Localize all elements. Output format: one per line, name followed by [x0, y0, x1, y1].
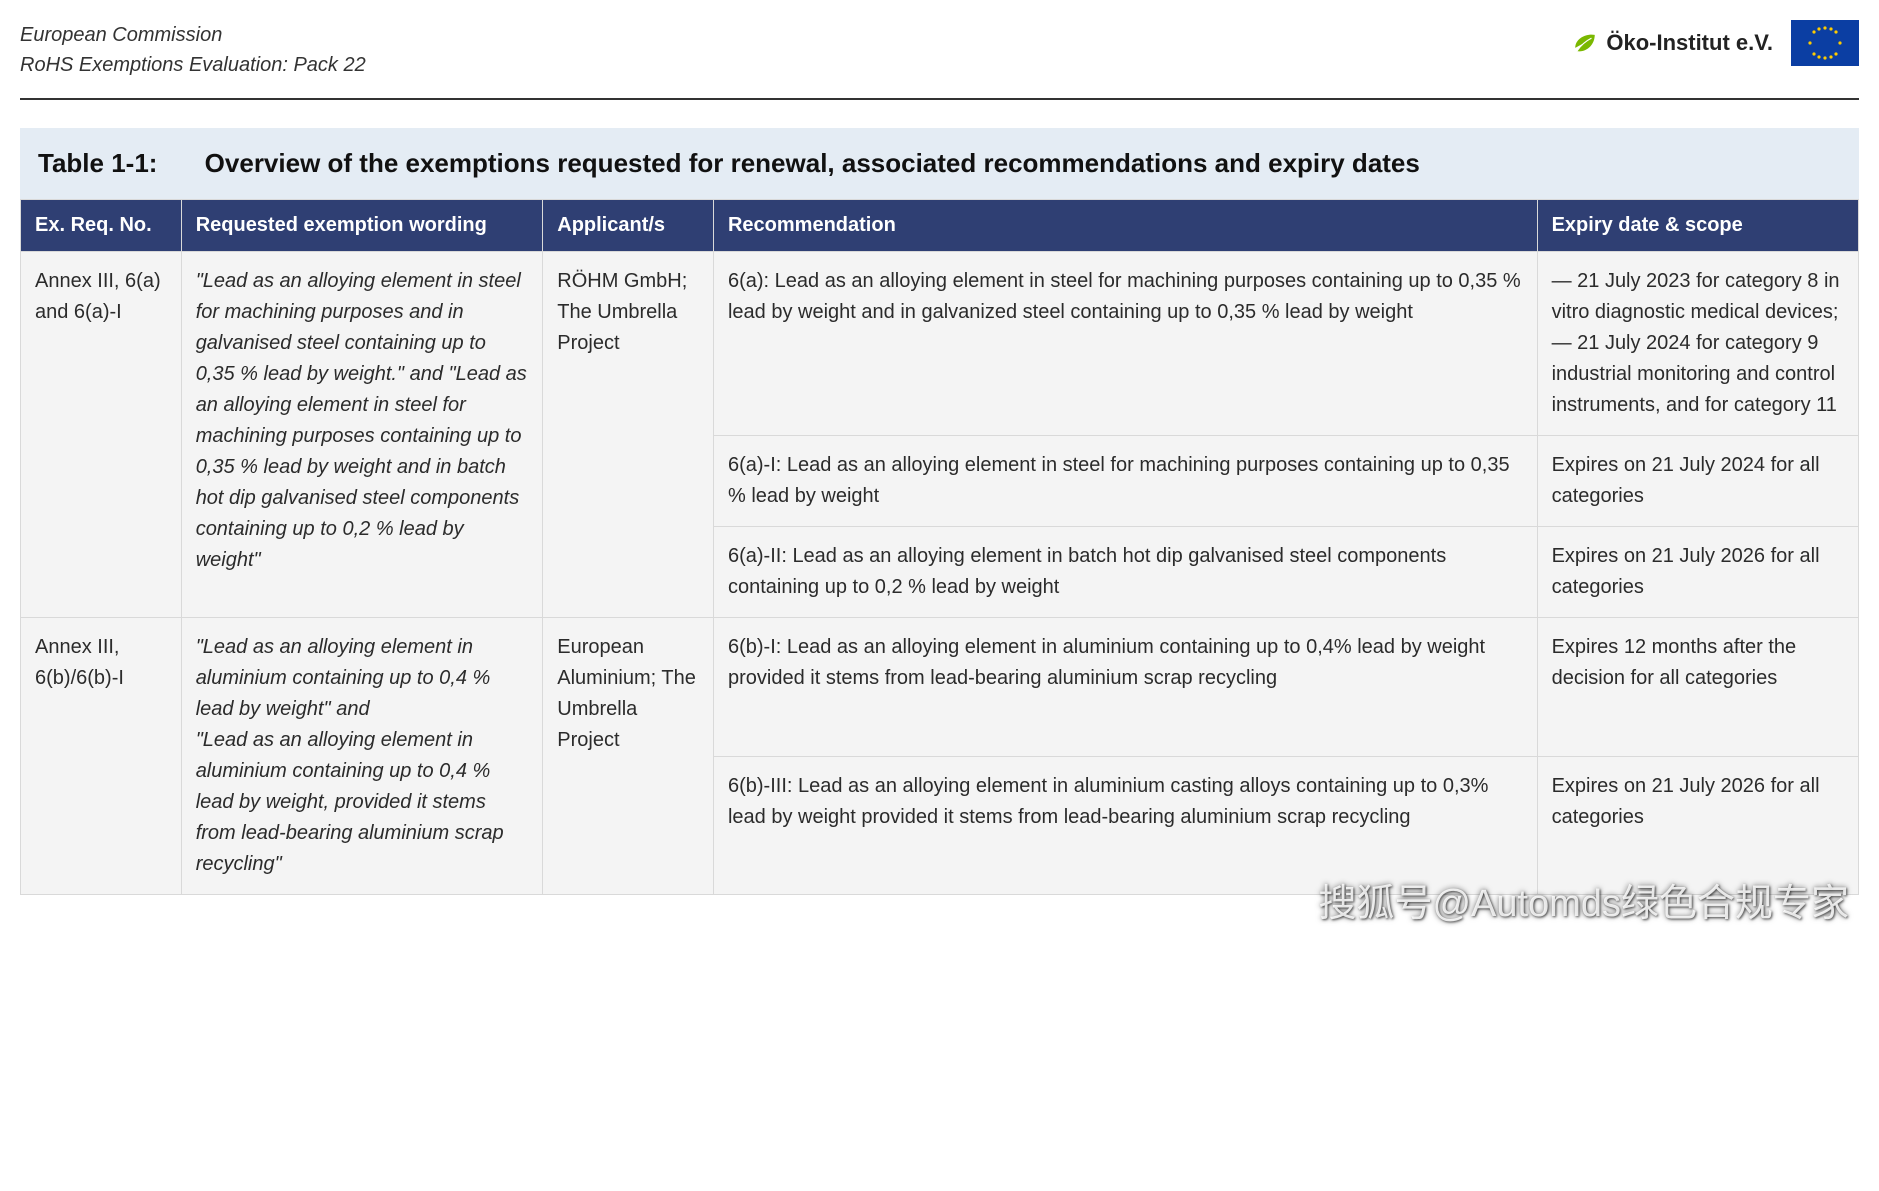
header-right: Öko-Institut e.V. [1572, 20, 1859, 66]
cell-expiry: — 21 July 2023 for category 8 in vitro d… [1537, 252, 1858, 436]
col-expiry: Expiry date & scope [1537, 200, 1858, 252]
cell-wording: "Lead as an alloying element in steel fo… [181, 252, 543, 618]
page-header: European Commission RoHS Exemptions Eval… [20, 20, 1859, 90]
table-row: Annex III, 6(a) and 6(a)-I "Lead as an a… [21, 252, 1859, 436]
col-applicant: Applicant/s [543, 200, 714, 252]
table-title: Overview of the exemptions requested for… [205, 148, 1420, 178]
oko-institut-logo: Öko-Institut e.V. [1572, 30, 1773, 56]
header-divider [20, 98, 1859, 100]
cell-recommendation: 6(a)-II: Lead as an alloying element in … [713, 527, 1537, 618]
table-row: Annex III, 6(b)/6(b)-I "Lead as an alloy… [21, 618, 1859, 757]
oko-text: Öko-Institut e.V. [1606, 30, 1773, 56]
cell-recommendation: 6(a): Lead as an alloying element in ste… [713, 252, 1537, 436]
header-line2: RoHS Exemptions Evaluation: Pack 22 [20, 50, 366, 80]
eu-flag-icon [1791, 20, 1859, 66]
cell-expiry: Expires on 21 July 2026 for all categori… [1537, 756, 1858, 895]
cell-expiry: Expires on 21 July 2024 for all categori… [1537, 436, 1858, 527]
cell-ex-no: Annex III, 6(a) and 6(a)-I [21, 252, 182, 618]
cell-recommendation: 6(b)-I: Lead as an alloying element in a… [713, 618, 1537, 757]
cell-expiry: Expires 12 months after the decision for… [1537, 618, 1858, 757]
exemption-table-wrap: Table 1-1: Overview of the exemptions re… [20, 128, 1859, 895]
cell-applicant: RÖHM GmbH; The Umbrella Project [543, 252, 714, 618]
cell-ex-no: Annex III, 6(b)/6(b)-I [21, 618, 182, 895]
table-label: Table 1-1: [38, 148, 157, 178]
col-wording: Requested exemption wording [181, 200, 543, 252]
col-ex-no: Ex. Req. No. [21, 200, 182, 252]
exemption-table: Ex. Req. No. Requested exemption wording… [20, 199, 1859, 895]
table-header-row: Ex. Req. No. Requested exemption wording… [21, 200, 1859, 252]
col-recommend: Recommendation [713, 200, 1537, 252]
header-left: European Commission RoHS Exemptions Eval… [20, 20, 366, 80]
cell-recommendation: 6(b)-III: Lead as an alloying element in… [713, 756, 1537, 895]
header-line1: European Commission [20, 20, 366, 50]
cell-recommendation: 6(a)-I: Lead as an alloying element in s… [713, 436, 1537, 527]
cell-wording: "Lead as an alloying element in aluminiu… [181, 618, 543, 895]
leaf-icon [1572, 30, 1598, 56]
cell-expiry: Expires on 21 July 2026 for all categori… [1537, 527, 1858, 618]
cell-applicant: European Aluminium; The Umbrella Project [543, 618, 714, 895]
table-title-bar: Table 1-1: Overview of the exemptions re… [20, 128, 1859, 199]
